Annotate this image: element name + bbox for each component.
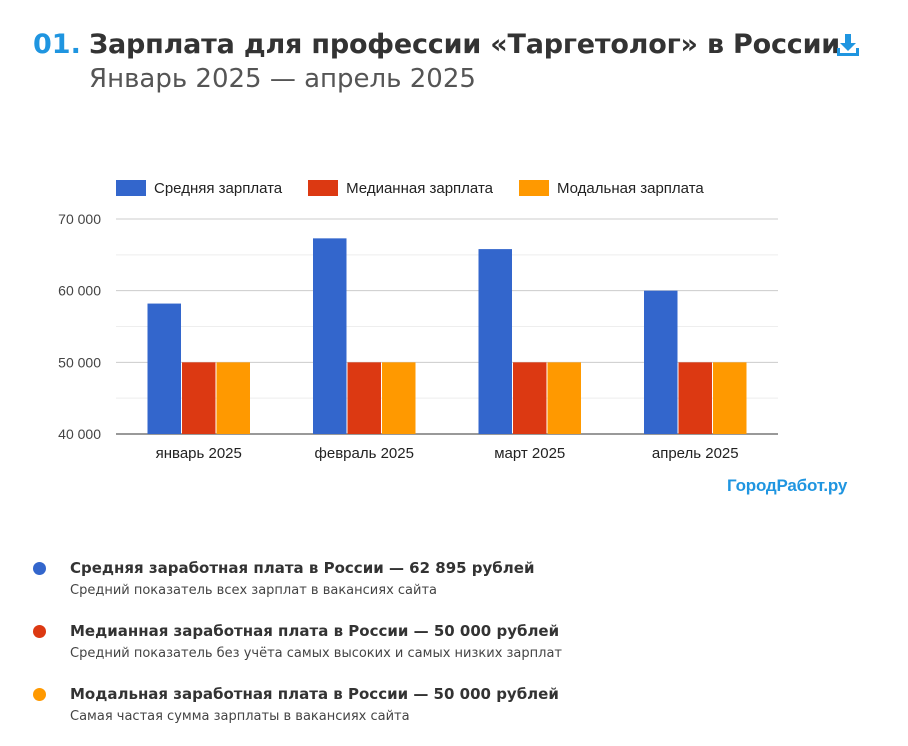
x-tick-label: март 2025 <box>494 445 565 462</box>
bar <box>713 362 747 434</box>
x-tick-label: январь 2025 <box>156 445 242 462</box>
note-dot <box>33 688 46 701</box>
note-item: Средняя заработная плата в России — 62 8… <box>33 556 873 619</box>
page-title: Зарплата для профессии «Таргетолог» в Ро… <box>89 29 841 60</box>
bar <box>182 362 216 434</box>
bar <box>513 362 547 434</box>
y-tick-label: 40 000 <box>58 426 101 442</box>
page-subtitle: Январь 2025 — апрель 2025 <box>89 64 476 94</box>
y-tick-label: 50 000 <box>58 354 101 370</box>
brand-logo: ГородРабот.ру <box>727 476 848 495</box>
note-title: Модальная заработная плата в России — 50… <box>70 685 559 703</box>
legend-label: Средняя зарплата <box>154 179 283 197</box>
legend-label: Медианная зарплата <box>346 179 493 197</box>
chart-svg: 40 000 50 000 60 000 70 000 январь 2025 февра… <box>58 211 778 462</box>
bar <box>678 362 712 434</box>
y-tick-label: 60 000 <box>58 283 101 299</box>
note-item: Модальная заработная плата в России — 50… <box>33 682 873 745</box>
legend-item: Средняя зарплата <box>116 180 282 197</box>
bar <box>347 362 381 434</box>
note-title: Медианная заработная плата в России — 50… <box>70 622 560 640</box>
y-tick-label: 70 000 <box>58 211 101 227</box>
bar <box>147 303 181 434</box>
note-dot <box>33 625 46 638</box>
legend-item: Медианная зарплата <box>308 180 493 197</box>
note-description: Средний показатель всех зарплат в ваканс… <box>70 583 437 598</box>
legend-label: Модальная зарплата <box>556 179 704 197</box>
download-icon[interactable] <box>835 32 861 58</box>
note-description: Средний показатель без учёта самых высок… <box>70 646 562 661</box>
bar <box>547 362 581 434</box>
note-dot <box>33 562 46 575</box>
chart-legend: Средняя зарплата Медианная зарплата Мода… <box>116 178 730 198</box>
salary-notes: Средняя заработная плата в России — 62 8… <box>33 556 873 745</box>
legend-swatch <box>116 180 146 196</box>
note-item: Медианная заработная плата в России — 50… <box>33 619 873 682</box>
note-description: Самая частая сумма зарплаты в вакансиях … <box>70 709 410 724</box>
section-number: 01. <box>33 29 81 60</box>
legend-item: Модальная зарплата <box>518 179 704 197</box>
chart-header: 01. Зарплата для профессии «Таргетолог» … <box>33 26 873 100</box>
legend-swatch <box>518 180 549 196</box>
bar <box>382 362 416 434</box>
x-tick-label: апрель 2025 <box>652 445 739 462</box>
x-tick-label: февраль 2025 <box>315 445 414 462</box>
bar <box>313 238 347 434</box>
bar <box>644 290 678 434</box>
legend-swatch <box>308 180 339 196</box>
bar-chart: 40 000 50 000 60 000 70 000 январь 2025 февра… <box>0 160 908 510</box>
note-title: Средняя заработная плата в России — 62 8… <box>70 559 535 577</box>
bar <box>216 362 250 434</box>
bar <box>478 249 512 434</box>
